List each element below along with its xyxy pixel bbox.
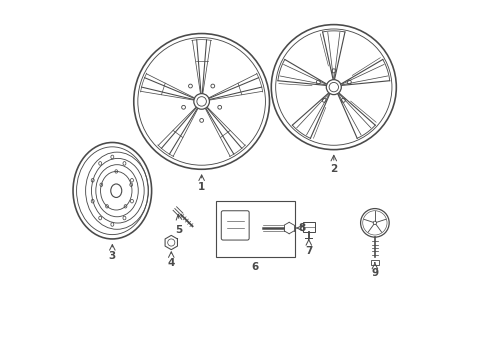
Text: 3: 3: [108, 251, 116, 261]
Text: 4: 4: [167, 257, 175, 267]
Text: 8: 8: [298, 223, 305, 233]
Text: 9: 9: [370, 267, 378, 278]
Text: 1: 1: [198, 182, 205, 192]
Text: 6: 6: [251, 262, 258, 272]
Bar: [370, 260, 378, 265]
Text: 2: 2: [329, 164, 337, 174]
Text: 5: 5: [175, 225, 183, 235]
Bar: [303, 222, 314, 232]
Bar: [216, 202, 294, 257]
Text: 7: 7: [305, 246, 312, 256]
